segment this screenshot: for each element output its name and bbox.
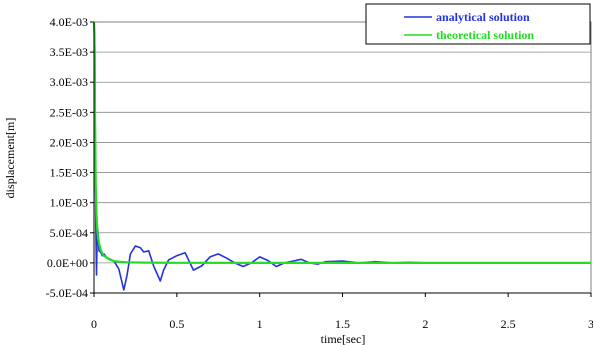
y-tick-label: 3.5E-03 — [50, 45, 88, 59]
legend-label-analytical: analytical solution — [436, 10, 530, 24]
legend-box — [365, 3, 591, 45]
x-axis-ticks: 0 0.5 1 1.5 2 2.5 3 — [91, 293, 593, 331]
y-tick-label: 5.0E-04 — [50, 226, 88, 240]
y-axis-label: displacement[m] — [3, 118, 17, 199]
grid-lines — [94, 51, 591, 264]
y-tick-label: 2.5E-03 — [50, 105, 88, 119]
y-tick-label: 2.0E-03 — [50, 135, 88, 149]
x-tick-label: 1.5 — [335, 317, 350, 331]
y-axis-ticks: -5.0E-04 0.0E+00 5.0E-04 1.0E-03 1.5E-03 2.0E… — [46, 15, 94, 300]
legend: analytical solution theoretical solution — [365, 3, 591, 45]
x-tick-label: 0.5 — [169, 317, 184, 331]
y-tick-label: 4.0E-03 — [50, 15, 88, 29]
y-tick-label: -5.0E-04 — [46, 286, 88, 300]
x-tick-label: 1 — [257, 317, 263, 331]
x-axis-label: time[sec] — [321, 332, 366, 345]
x-tick-label: 2.5 — [501, 317, 516, 331]
x-tick-label: 0 — [91, 317, 97, 331]
series-lines — [92, 21, 591, 291]
x-tick-label: 2 — [422, 317, 428, 331]
x-tick-label: 3 — [588, 317, 593, 331]
y-tick-label: 0.0E+00 — [47, 256, 88, 270]
y-tick-label: 3.0E-03 — [50, 75, 88, 89]
y-tick-label: 1.0E-03 — [50, 196, 88, 210]
legend-label-theoretical: theoretical solution — [436, 28, 534, 42]
series-theoretical-line — [92, 21, 591, 264]
y-tick-label: 1.5E-03 — [50, 166, 88, 180]
plot-area — [93, 21, 592, 294]
